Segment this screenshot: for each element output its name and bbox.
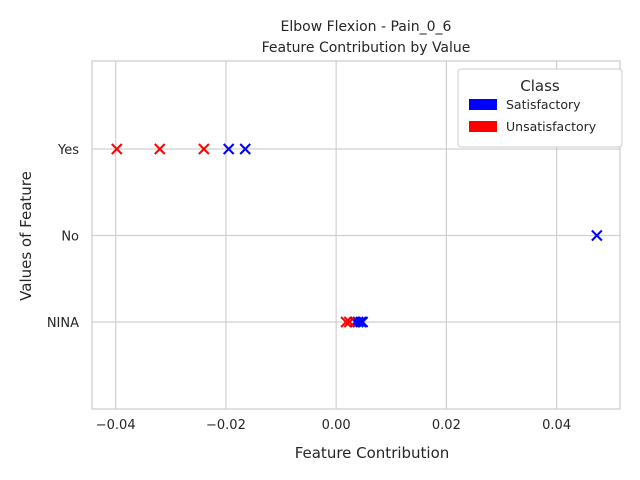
data-point (239, 143, 251, 155)
data-point (343, 316, 356, 328)
data-points (111, 143, 603, 328)
data-point-stroke (352, 316, 364, 328)
chart-title: Elbow Flexion - Pain_0_6 (281, 19, 452, 35)
y-axis-label: Values of Feature (17, 171, 35, 301)
data-point (154, 143, 166, 155)
y-tick-label: No (61, 230, 79, 245)
x-axis-label: Feature Contribution (295, 444, 450, 462)
data-point-stroke (591, 229, 603, 242)
data-point (352, 316, 364, 328)
chart-subtitle: Feature Contribution by Value (262, 40, 471, 56)
legend-entry-label: Unsatisfactory (506, 119, 597, 134)
data-point (591, 229, 603, 242)
legend-entry-label: Satisfactory (506, 97, 581, 112)
data-point-stroke (343, 316, 356, 328)
legend-swatch (469, 99, 497, 110)
data-point (111, 143, 123, 155)
x-tick-label: 0.04 (542, 418, 571, 433)
legend-title: Class (520, 77, 560, 95)
data-point-stroke (198, 143, 210, 155)
data-point (198, 143, 210, 155)
data-point (355, 316, 367, 328)
data-point-stroke (356, 316, 369, 328)
data-point-stroke (239, 143, 251, 155)
data-point (222, 143, 235, 155)
x-tick-label: 0.02 (432, 418, 461, 433)
y-tick-label: Yes (57, 143, 79, 158)
data-point-stroke (340, 316, 352, 328)
data-point-stroke (222, 143, 235, 155)
legend-box (457, 68, 623, 148)
legend-swatch (469, 121, 497, 132)
x-tick-label: −0.02 (206, 418, 246, 433)
y-tick-label: NINA (47, 316, 79, 331)
x-tick-label: 0.00 (322, 418, 351, 433)
data-point-stroke (355, 316, 367, 328)
data-point-stroke (154, 143, 166, 155)
data-point (356, 316, 369, 328)
data-point (340, 316, 352, 328)
plot-frame (91, 60, 621, 410)
data-point-stroke (111, 143, 123, 155)
legend: Class Satisfactory Unsatisfactory (457, 68, 623, 148)
x-tick-label: −0.04 (96, 418, 136, 433)
